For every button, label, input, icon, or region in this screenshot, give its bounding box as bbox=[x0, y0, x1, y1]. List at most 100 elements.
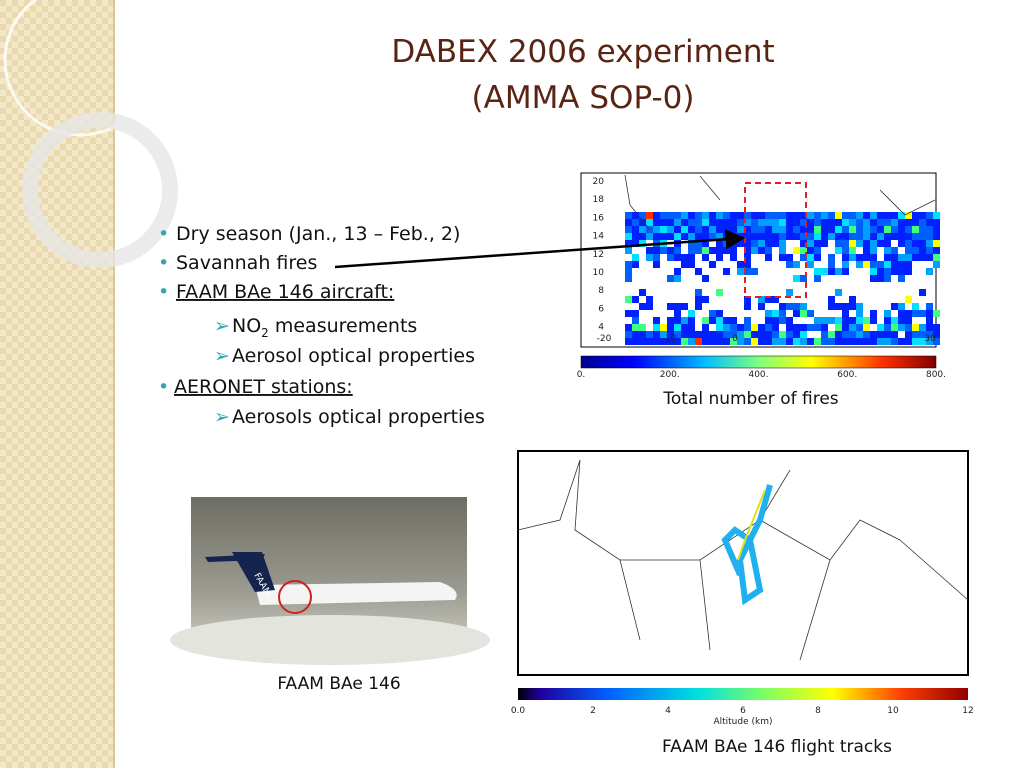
fire-cell bbox=[891, 212, 898, 219]
fire-cell bbox=[681, 212, 688, 219]
fire-cell bbox=[667, 303, 674, 310]
lat-label: 8 bbox=[598, 286, 604, 296]
fire-cell bbox=[758, 233, 765, 240]
fire-cell bbox=[870, 226, 877, 233]
fire-cell bbox=[730, 324, 737, 331]
fire-cell bbox=[905, 324, 912, 331]
fire-cell bbox=[891, 317, 898, 324]
fire-cell bbox=[688, 233, 695, 240]
fire-cell bbox=[835, 219, 842, 226]
fire-cell bbox=[814, 338, 821, 345]
fire-cell bbox=[912, 324, 919, 331]
fire-cell bbox=[877, 331, 884, 338]
fire-cell bbox=[660, 226, 667, 233]
colorbar bbox=[518, 688, 968, 700]
fire-cell bbox=[667, 317, 674, 324]
fire-cell bbox=[884, 240, 891, 247]
fire-cell bbox=[779, 219, 786, 226]
fire-cell bbox=[870, 240, 877, 247]
fire-cell bbox=[772, 219, 779, 226]
fire-cell bbox=[653, 247, 660, 254]
fire-cell bbox=[674, 310, 681, 317]
fire-cell bbox=[681, 254, 688, 261]
bullet-text: Savannah fires bbox=[176, 252, 317, 274]
fire-cell bbox=[674, 303, 681, 310]
fire-cell bbox=[695, 233, 702, 240]
fire-cell bbox=[898, 233, 905, 240]
fire-cell bbox=[716, 317, 723, 324]
fire-cell bbox=[744, 212, 751, 219]
lat-label: 20 bbox=[593, 177, 605, 187]
fire-cell bbox=[835, 338, 842, 345]
fire-cell bbox=[898, 275, 905, 282]
fire-cell bbox=[926, 331, 933, 338]
fire-cell bbox=[716, 310, 723, 317]
fire-cell bbox=[926, 254, 933, 261]
fire-cell bbox=[919, 338, 926, 345]
fire-cell bbox=[814, 254, 821, 261]
fire-cell bbox=[807, 310, 814, 317]
fire-cell bbox=[933, 219, 940, 226]
fire-cell bbox=[800, 212, 807, 219]
lat-label: 16 bbox=[593, 213, 605, 223]
fire-cell bbox=[842, 331, 849, 338]
fire-cell bbox=[933, 247, 940, 254]
fire-cell bbox=[674, 219, 681, 226]
fire-cell bbox=[814, 226, 821, 233]
fire-cell bbox=[653, 261, 660, 268]
fire-cell bbox=[849, 324, 856, 331]
fire-cell bbox=[856, 240, 863, 247]
fire-cell bbox=[800, 303, 807, 310]
fire-cell bbox=[695, 331, 702, 338]
fire-cell bbox=[898, 268, 905, 275]
fire-cell bbox=[814, 212, 821, 219]
fire-cell bbox=[863, 247, 870, 254]
fire-cell bbox=[744, 317, 751, 324]
fire-cell bbox=[842, 219, 849, 226]
fire-cell bbox=[702, 233, 709, 240]
fire-cell bbox=[751, 268, 758, 275]
bullet: • bbox=[158, 281, 169, 303]
coastline bbox=[624, 174, 936, 231]
fire-cell bbox=[688, 247, 695, 254]
fire-cell bbox=[688, 240, 695, 247]
fire-cell bbox=[821, 338, 828, 345]
fire-cell bbox=[898, 338, 905, 345]
fire-cell bbox=[912, 338, 919, 345]
fire-cell bbox=[639, 233, 646, 240]
colorbar-label: 12 bbox=[962, 706, 973, 716]
fire-cell bbox=[737, 240, 744, 247]
fire-cell bbox=[842, 233, 849, 240]
fire-cell bbox=[625, 240, 632, 247]
fire-cell bbox=[800, 219, 807, 226]
fire-cell bbox=[688, 254, 695, 261]
fire-cell bbox=[835, 303, 842, 310]
fire-cell bbox=[849, 254, 856, 261]
fire-cell bbox=[730, 254, 737, 261]
colorbar-label: 200. bbox=[660, 370, 680, 380]
aircraft-photo: FAAM bbox=[170, 497, 490, 665]
fire-cell bbox=[625, 212, 632, 219]
lat-label: 14 bbox=[593, 232, 605, 242]
colorbar-label: 10 bbox=[887, 706, 899, 716]
fire-cell bbox=[849, 233, 856, 240]
fire-cell bbox=[723, 324, 730, 331]
fire-cell bbox=[828, 303, 835, 310]
fire-cell bbox=[688, 324, 695, 331]
fire-cell bbox=[709, 247, 716, 254]
fire-cell bbox=[765, 233, 772, 240]
fire-cell bbox=[800, 324, 807, 331]
fire-cell bbox=[856, 212, 863, 219]
colorbar-label: 0. bbox=[577, 370, 586, 380]
bullet-text: AERONET stations: bbox=[174, 376, 353, 398]
fire-cell bbox=[891, 261, 898, 268]
fire-cell bbox=[674, 317, 681, 324]
fire-cell bbox=[793, 303, 800, 310]
fire-cell bbox=[800, 233, 807, 240]
fire-cell bbox=[884, 331, 891, 338]
fire-cell bbox=[772, 331, 779, 338]
fire-cell bbox=[688, 338, 695, 345]
fire-cell bbox=[912, 212, 919, 219]
fire-cell bbox=[793, 310, 800, 317]
